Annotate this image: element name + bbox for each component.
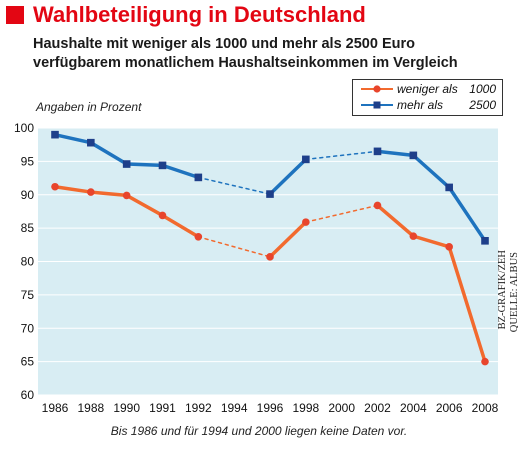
y-tick-label: 100 <box>14 121 34 135</box>
series-high-income-point <box>266 190 274 198</box>
series-low-income-segment <box>160 213 201 239</box>
series-low-income-point <box>445 243 453 251</box>
graphic-credit: BZ-GRAFIK/ZEH <box>497 250 508 330</box>
legend: weniger als 1000 mehr als 2500 <box>352 79 503 116</box>
x-tick-label: 1988 <box>77 401 104 415</box>
series-high-income-point <box>51 130 59 139</box>
legend-item-low-income: weniger als 1000 <box>353 81 502 97</box>
series-low-income-gap-segment <box>305 204 379 223</box>
series-high-income-segment <box>411 153 451 190</box>
legend-label-low-income: weniger als <box>397 82 458 96</box>
y-tick-label: 60 <box>21 388 35 402</box>
y-tick-label: 80 <box>21 255 35 269</box>
series-high-income-gap-segment <box>305 150 379 161</box>
footnote: Bis 1986 und für 1994 und 2000 liegen ke… <box>110 424 408 438</box>
x-tick-label: 1994 <box>221 401 248 415</box>
legend-value-high-income: 2500 <box>469 98 496 112</box>
series-high-income-point <box>445 183 453 192</box>
series-high-income-point <box>158 161 167 170</box>
x-tick-label: 1996 <box>257 401 284 415</box>
series-low-income-segment <box>375 203 416 238</box>
series-low-income-segment <box>124 193 165 218</box>
series-high-income-segment <box>53 132 93 145</box>
subtitle-line-2: verfügbarem monatlichem Haushaltseinkomm… <box>33 55 458 71</box>
legend-label-high-income: mehr als <box>397 98 444 112</box>
x-tick-label: 2002 <box>364 401 391 415</box>
legend-value-low-income: 1000 <box>469 82 496 96</box>
series-high-income-segment <box>447 185 487 243</box>
series-high-income-point <box>122 160 131 168</box>
y-tick-label: 85 <box>21 221 35 235</box>
x-tick-label: 1998 <box>292 401 319 415</box>
series-low-income-segment <box>447 245 487 364</box>
series-low-income-point <box>122 191 131 200</box>
x-tick-label: 2008 <box>472 401 499 415</box>
series-high-income-point <box>302 155 310 164</box>
series-high-income-point <box>481 237 489 245</box>
series-low-income-point <box>409 232 418 240</box>
legend-swatch-high-income <box>361 101 393 109</box>
x-tick-label: 2000 <box>328 401 355 415</box>
series-high-income-segment <box>268 157 308 196</box>
series-low-income-segment <box>411 234 451 249</box>
series-low-income-point <box>87 188 95 196</box>
legend-item-high-income: mehr als 2500 <box>353 97 502 113</box>
unit-note: Angaben in Prozent <box>36 100 142 114</box>
y-tick-label: 95 <box>21 154 35 168</box>
chart-title: Wahlbeteiligung in Deutschland <box>33 2 366 27</box>
series-low-income-segment <box>53 184 93 194</box>
series-low-income-segment <box>268 220 308 259</box>
series-low-income-point <box>158 211 167 220</box>
series-high-income-segment <box>124 162 165 168</box>
title-marker <box>6 6 24 24</box>
legend-swatch-low-income <box>361 85 393 93</box>
series-low-income-point <box>302 218 310 226</box>
subtitle-line-1: Haushalte mit weniger als 1000 und mehr … <box>33 36 415 52</box>
x-tick-label: 1992 <box>185 401 212 415</box>
series-high-income-segment <box>160 163 201 180</box>
series-high-income-point <box>373 147 382 156</box>
y-tick-label: 90 <box>21 188 35 202</box>
y-tick-label: 70 <box>21 321 35 335</box>
x-tick-label: 2006 <box>436 401 463 415</box>
series-high-income-point <box>87 138 95 147</box>
x-tick-label: 1986 <box>42 401 69 415</box>
series-high-income-point <box>194 173 203 182</box>
series-high-income-gap-segment <box>197 176 271 195</box>
series-high-income-segment <box>375 149 416 158</box>
series-low-income-point <box>266 253 274 261</box>
series-high-income-segment <box>89 140 129 166</box>
y-tick-label: 65 <box>21 355 35 369</box>
x-tick-label: 1990 <box>113 401 140 415</box>
chart-subtitle: Haushalte mit weniger als 1000 und mehr … <box>33 35 458 73</box>
series-low-income-gap-segment <box>197 236 271 258</box>
source-credit: QUELLE: ALBUS <box>509 252 518 333</box>
series-low-income-segment <box>89 190 129 198</box>
series-low-income-point <box>481 357 489 366</box>
x-tick-label: 1991 <box>149 401 176 415</box>
series-low-income-point <box>373 201 382 210</box>
y-tick-label: 75 <box>21 288 35 302</box>
x-tick-label: 2004 <box>400 401 427 415</box>
series-low-income-point <box>194 233 203 241</box>
series-low-income-point <box>51 182 59 191</box>
series-high-income-point <box>409 151 418 160</box>
